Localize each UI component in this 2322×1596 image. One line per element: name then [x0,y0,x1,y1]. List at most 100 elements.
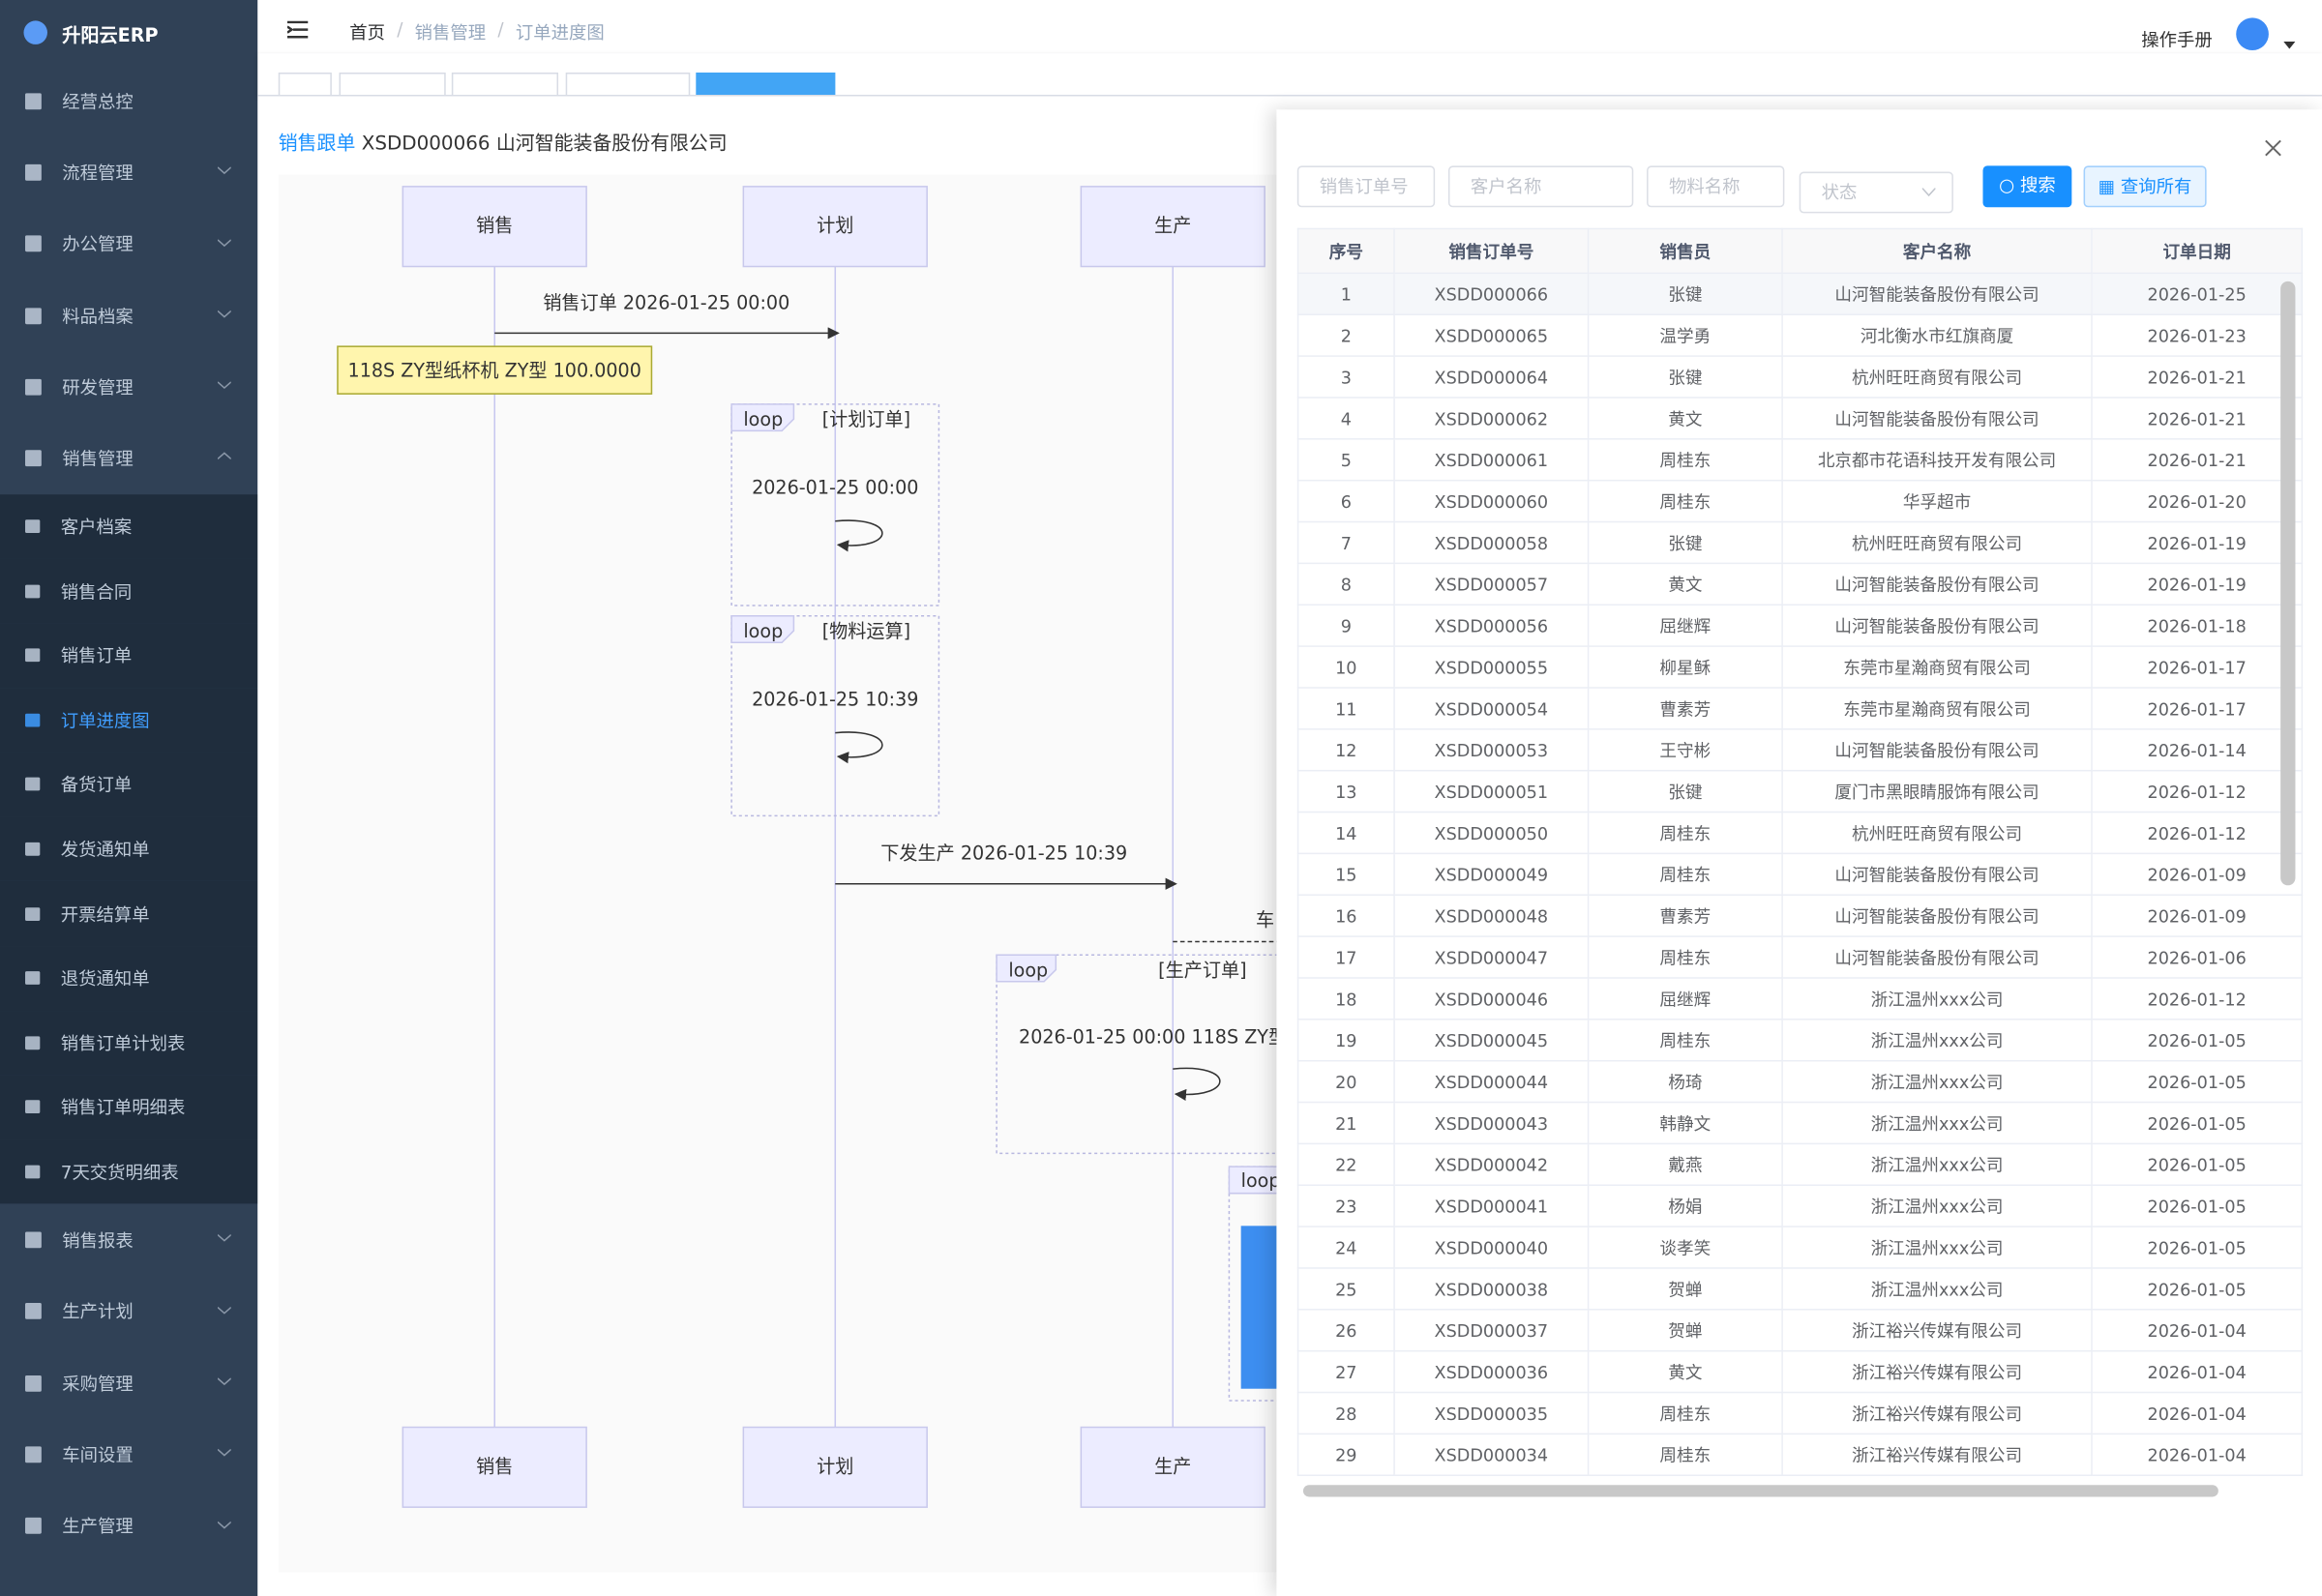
menu-item[interactable]: 流程管理 [0,136,257,208]
tab-active[interactable] [696,72,836,95]
table-cell: 山河智能装备股份有限公司 [1781,728,2093,772]
submenu-item[interactable]: 开票结算单 [0,881,258,946]
table-row[interactable]: 14 XSDD000050 周桂东 杭州旺旺商贸有限公司 2026-01-12 [1296,811,2304,855]
table-cell: 11 [1296,687,1395,730]
menu-item[interactable]: 销售报表 [0,1204,257,1276]
table-cell: XSDD000046 [1393,977,1590,1020]
table-cell: XSDD000034 [1393,1433,1590,1477]
submenu-item[interactable]: 备货订单 [0,752,258,817]
loop-title: [计划订单] [822,408,910,430]
crumb[interactable]: 首页 [349,21,385,44]
separator: / [397,18,403,41]
table-cell: 20 [1296,1059,1395,1104]
table-cell: 曹素芳 [1587,894,1783,937]
menu-item[interactable]: 办公管理 [0,208,257,280]
menu-item[interactable]: 研发管理 [0,351,257,423]
submenu-item[interactable]: 销售订单明细表 [0,1075,258,1140]
table-row[interactable]: 3 XSDD000064 张键 杭州旺旺商贸有限公司 2026-01-21 [1296,355,2304,399]
table-row[interactable]: 5 XSDD000061 周桂东 北京都市花语科技开发有限公司 2026-01-21 [1296,438,2304,482]
avatar[interactable] [2236,17,2269,51]
table-cell: XSDD000058 [1393,520,1590,565]
table-row[interactable]: 16 XSDD000048 曹素芳 山河智能装备股份有限公司 2026-01-09 [1296,894,2304,937]
crumb[interactable]: 销售管理 [414,21,487,44]
table-row[interactable]: 12 XSDD000053 王守彬 山河智能装备股份有限公司 2026-01-14 [1296,728,2304,772]
avatar-caret[interactable] [2283,41,2296,49]
table-cell: 2 [1296,313,1395,357]
menu-item[interactable]: 料品档案 [0,280,257,351]
submenu-item[interactable]: 订单进度图 [0,688,258,753]
lifelines [493,266,1175,1428]
submenu-item[interactable]: 销售合同 [0,558,258,624]
table-cell: XSDD000045 [1393,1019,1590,1062]
table-row[interactable]: 23 XSDD000041 杨娟 浙江温州xxx公司 2026-01-05 [1296,1184,2304,1227]
submenu-item[interactable]: 客户档案 [0,493,258,559]
menu-item[interactable]: 采购管理 [0,1347,257,1419]
tab[interactable] [565,72,691,95]
drawer: 销售订单号 客户名称 物料名称 状态 ○ 搜索 ▦ 查询所有 序号 销售订单号 销售… [1276,109,2322,1596]
table-cell: 2026-01-12 [2091,977,2304,1020]
submenu-item[interactable]: 销售订单计划表 [0,1010,258,1076]
table-row[interactable]: 13 XSDD000051 张键 厦门市黑眼睛服饰有限公司 2026-01-12 [1296,769,2304,813]
table-row[interactable]: 25 XSDD000038 贺蝉 浙江温州xxx公司 2026-01-05 [1296,1267,2304,1311]
table-row[interactable]: 29 XSDD000034 周桂东 浙江裕兴传媒有限公司 2026-01-04 [1296,1433,2304,1477]
close-button[interactable] [2264,139,2281,157]
table-row[interactable]: 7 XSDD000058 张键 杭州旺旺商贸有限公司 2026-01-19 [1296,520,2304,565]
tab[interactable] [339,72,446,95]
menu-label: 研发管理 [62,377,134,399]
table-row[interactable]: 6 XSDD000060 周桂东 华孚超市 2026-01-20 [1296,479,2304,523]
menu-icon [25,450,42,467]
table-row[interactable]: 2 XSDD000065 温学勇 河北衡水市红旗商厦 2026-01-23 [1296,313,2304,357]
v-scrollbar[interactable] [2280,281,2296,886]
material-input[interactable]: 物料名称 [1647,165,1785,208]
table-row[interactable]: 24 XSDD000040 谈孝笑 浙江温州xxx公司 2026-01-05 [1296,1226,2304,1269]
table-cell: 浙江温州xxx公司 [1781,1226,2093,1269]
table-row[interactable]: 18 XSDD000046 屈继辉 浙江温州xxx公司 2026-01-12 [1296,977,2304,1020]
search-button[interactable]: ○ 搜索 [1982,165,2072,208]
table-row[interactable]: 27 XSDD000036 黄文 浙江裕兴传媒有限公司 2026-01-04 [1296,1349,2304,1394]
submenu-item[interactable]: 7天交货明细表 [0,1139,258,1204]
table-row[interactable]: 11 XSDD000054 曹素芳 东莞市星瀚商贸有限公司 2026-01-17 [1296,687,2304,730]
table-row[interactable]: 17 XSDD000047 周桂东 山河智能装备股份有限公司 2026-01-06 [1296,935,2304,979]
tab[interactable] [451,72,559,95]
submenu-item[interactable]: 发货通知单 [0,816,258,882]
table-row[interactable]: 19 XSDD000045 周桂东 浙江温州xxx公司 2026-01-05 [1296,1019,2304,1062]
table-row[interactable]: 21 XSDD000043 韩静文 浙江温州xxx公司 2026-01-05 [1296,1101,2304,1145]
table-cell: 2026-01-21 [2091,355,2304,399]
submenu-item[interactable]: 销售订单 [0,623,258,689]
menu-item[interactable]: 销售管理 [0,423,257,494]
table-row[interactable]: 4 XSDD000062 黄文 山河智能装备股份有限公司 2026-01-21 [1296,397,2304,440]
table-cell: 浙江温州xxx公司 [1781,1142,2093,1187]
table-row[interactable]: 15 XSDD000049 周桂东 山河智能装备股份有限公司 2026-01-09 [1296,852,2304,897]
customer-input[interactable]: 客户名称 [1447,165,1634,208]
submenu-item[interactable]: 退货通知单 [0,945,258,1011]
table-row[interactable]: 1 XSDD000066 张键 山河智能装备股份有限公司 2026-01-25 [1296,272,2304,316]
manual-link[interactable]: 操作手册 [2141,29,2213,51]
menu-item[interactable]: 经营总控 [0,65,257,136]
table-row[interactable]: 22 XSDD000042 戴燕 浙江温州xxx公司 2026-01-05 [1296,1142,2304,1187]
table-cell: XSDD000035 [1393,1391,1590,1435]
order-no-input[interactable]: 销售订单号 [1296,165,1436,208]
h-scrollbar[interactable] [1302,1485,2218,1497]
menu-icon [25,648,41,663]
table-row[interactable]: 9 XSDD000056 屈继辉 山河智能装备股份有限公司 2026-01-18 [1296,604,2304,647]
hamburger[interactable] [286,20,309,39]
table-row[interactable]: 20 XSDD000044 杨琦 浙江温州xxx公司 2026-01-05 [1296,1059,2304,1104]
table-cell: 18 [1296,977,1395,1020]
table-row[interactable]: 10 XSDD000055 柳星稣 东莞市星瀚商贸有限公司 2026-01-17 [1296,645,2304,689]
self-arrow [1173,1067,1221,1102]
chevron [217,381,231,390]
table-cell: 3 [1296,355,1395,399]
table-cell: 周桂东 [1587,852,1783,897]
participant: 计划 [817,1455,853,1477]
table-row[interactable]: 28 XSDD000035 周桂东 浙江裕兴传媒有限公司 2026-01-04 [1296,1391,2304,1435]
menu-item[interactable]: 生产计划 [0,1276,257,1347]
tab[interactable] [278,72,332,95]
menu-item[interactable]: 生产管理 [0,1491,257,1562]
table-row[interactable]: 26 XSDD000037 贺蝉 浙江裕兴传媒有限公司 2026-01-04 [1296,1309,2304,1352]
status-select[interactable]: 状态 [1799,171,1953,214]
query-all-button[interactable]: ▦ 查询所有 [2083,165,2207,208]
loop-frame [730,614,940,817]
menu-item[interactable]: 车间设置 [0,1419,257,1491]
table-row[interactable]: 8 XSDD000057 黄文 山河智能装备股份有限公司 2026-01-19 [1296,562,2304,606]
